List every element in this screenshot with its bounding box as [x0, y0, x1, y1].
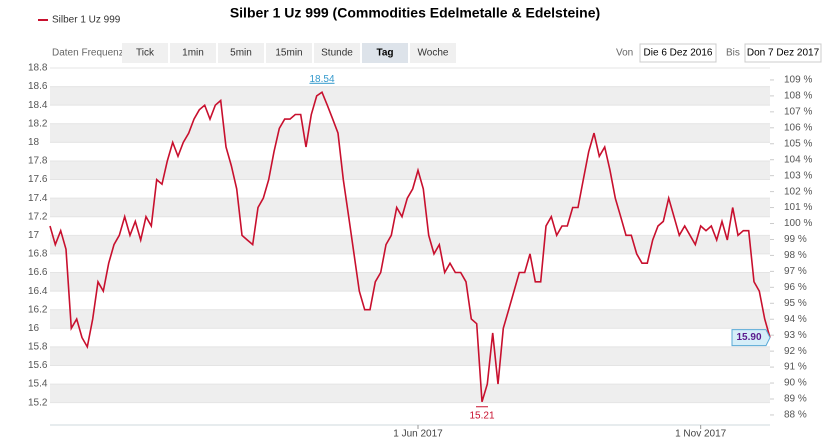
y2-tick-label: 93 % [784, 330, 807, 341]
y2-tick-label: 89 % [784, 394, 807, 405]
frequency-button[interactable] [122, 43, 168, 63]
y2-tick-label: 103 % [784, 170, 812, 181]
y-tick-label: 17.8 [28, 156, 48, 167]
y-tick-label: 15.8 [28, 342, 48, 353]
y2-tick-label: 96 % [784, 282, 807, 293]
grid-band [50, 309, 770, 329]
x-tick-label: 1 Nov 2017 [675, 429, 727, 440]
y-tick-label: 15.6 [28, 360, 48, 371]
max-label: 18.54 [309, 74, 334, 85]
y-tick-label: 16.2 [28, 304, 48, 315]
grid-band [50, 272, 770, 292]
last-value-box [731, 329, 771, 347]
frequency-label: Daten Frequenz [52, 48, 124, 59]
grid-band [50, 86, 770, 106]
frequency-button-label[interactable]: 15min [275, 48, 302, 59]
y-tick-label: 17.2 [28, 211, 48, 222]
grid-band [50, 198, 770, 217]
y2-tick-label: 92 % [784, 346, 807, 357]
y-tick-label: 18 [28, 137, 40, 148]
y-tick-label: 18.2 [28, 118, 48, 129]
y2-tick-label: 97 % [784, 266, 807, 277]
y-tick-label: 18.8 [28, 63, 48, 74]
y2-tick-label: 98 % [784, 250, 807, 261]
y2-tick-label: 94 % [784, 314, 807, 325]
frequency-button[interactable] [410, 43, 456, 63]
frequency-button-label[interactable]: 5min [230, 48, 252, 59]
y-tick-label: 16.6 [28, 267, 48, 278]
y2-tick-label: 107 % [784, 106, 812, 117]
y-tick-label: 17.6 [28, 174, 48, 185]
y-tick-label: 15.4 [28, 379, 48, 390]
to-label: Bis [726, 48, 740, 59]
frequency-button-label[interactable]: 1min [182, 48, 204, 59]
min-label: 15.21 [469, 410, 494, 421]
y-tick-label: 16.4 [28, 286, 48, 297]
grid-band [50, 123, 770, 143]
y2-tick-label: 102 % [784, 186, 812, 197]
frequency-button-label[interactable]: Stunde [321, 48, 353, 59]
last-value-label: 15.90 [736, 332, 761, 343]
grid-band [50, 384, 770, 403]
frequency-button-label[interactable]: Woche [418, 48, 449, 59]
y-tick-label: 18.4 [28, 100, 48, 111]
from-label: Von [616, 48, 633, 59]
y-tick-label: 15.2 [28, 397, 48, 408]
frequency-button-label[interactable]: Tick [136, 48, 155, 59]
from-date[interactable]: Die 6 Dez 2016 [644, 48, 713, 59]
y-tick-label: 16.8 [28, 249, 48, 260]
grid-band [50, 160, 770, 180]
line-series [49, 90, 771, 403]
chart-title: Silber 1 Uz 999 (Commodities Edelmetalle… [230, 5, 600, 21]
y2-tick-label: 104 % [784, 154, 812, 165]
y2-tick-label: 100 % [784, 218, 812, 229]
frequency-button[interactable] [266, 43, 312, 63]
y2-tick-label: 108 % [784, 91, 812, 102]
to-date[interactable]: Don 7 Dez 2017 [747, 48, 820, 59]
frequency-button[interactable] [218, 43, 264, 63]
frequency-button[interactable] [170, 43, 216, 63]
y2-tick-label: 95 % [784, 298, 807, 309]
from-input[interactable] [639, 43, 717, 63]
grid-band [50, 235, 770, 254]
grid-band [50, 346, 770, 366]
y-tick-label: 17.4 [28, 193, 48, 204]
y2-tick-label: 90 % [784, 378, 807, 389]
legend-label: Silber 1 Uz 999 [52, 15, 121, 26]
y-tick-label: 18.6 [28, 81, 48, 92]
y2-tick-label: 88 % [784, 410, 807, 421]
y2-tick-label: 106 % [784, 122, 812, 133]
x-tick-label: 1 Jun 2017 [393, 429, 443, 440]
y-tick-label: 16 [28, 323, 40, 334]
frequency-button[interactable] [314, 43, 360, 63]
to-input[interactable] [744, 43, 822, 63]
y2-tick-label: 105 % [784, 138, 812, 149]
y2-tick-label: 109 % [784, 75, 812, 86]
y2-tick-label: 101 % [784, 202, 812, 213]
y-tick-label: 17 [28, 230, 40, 241]
frequency-button-label[interactable]: Tag [376, 48, 393, 59]
frequency-button[interactable] [362, 43, 408, 63]
y2-tick-label: 91 % [784, 362, 807, 373]
y2-tick-label: 99 % [784, 234, 807, 245]
